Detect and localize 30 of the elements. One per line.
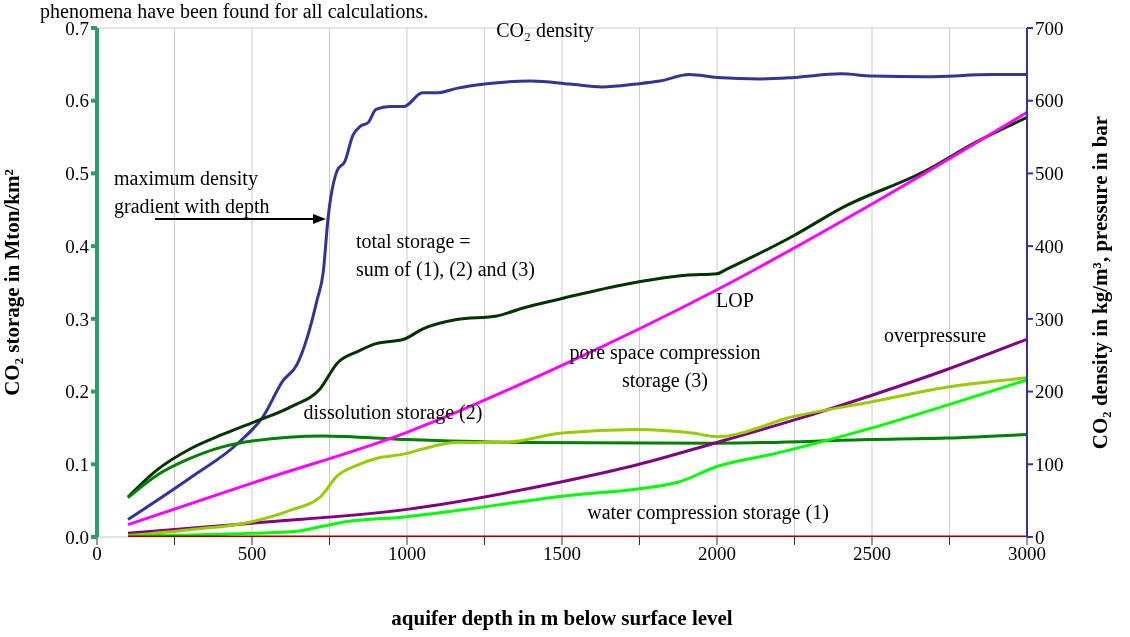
y-tick-label: 0.6 <box>65 90 89 112</box>
y2-tick-label: 200 <box>1035 381 1064 403</box>
y-tick-label: 0.3 <box>65 308 89 330</box>
x-tick-label: 0 <box>92 543 102 565</box>
annotation: total storage = sum of (1), (2) and (3) <box>356 230 535 281</box>
x-tick-label: 1000 <box>388 543 426 565</box>
y-tick-label: 0.2 <box>65 381 89 403</box>
y2-tick-label: 600 <box>1035 90 1064 112</box>
x-tick-label: 2500 <box>853 543 891 565</box>
annotation: overpressure <box>883 324 987 347</box>
y2-tick-label: 100 <box>1035 454 1064 476</box>
y-axis-title: CO₂ storage in Mton/km² <box>0 169 25 396</box>
x-tick-label: 2000 <box>698 543 736 565</box>
y-tick-label: 0.1 <box>65 454 89 476</box>
y2-tick-label: 700 <box>1035 17 1064 39</box>
y2-axis-title: CO₂ density in kg/m³, pressure in bar <box>1088 115 1113 450</box>
annotation: maximum density gradient with depth <box>114 167 270 218</box>
y-tick-label: 0.0 <box>65 526 89 548</box>
y-tick-label: 0.5 <box>65 163 89 185</box>
annotation: LOP <box>716 289 754 311</box>
y2-tick-label: 400 <box>1035 235 1064 257</box>
annotation: water compression storage (1) <box>587 501 829 524</box>
x-axis-title: aquifer depth in m below surface level <box>391 606 733 630</box>
x-tick-label: 1500 <box>543 543 581 565</box>
y2-tick-label: 500 <box>1035 163 1064 185</box>
y2-tick-label: 300 <box>1035 308 1064 330</box>
y-tick-label: 0.4 <box>65 235 90 257</box>
x-tick-label: 500 <box>237 543 267 565</box>
annotation: CO₂ density <box>496 19 594 42</box>
annotation: dissolution storage (2) <box>303 401 483 424</box>
